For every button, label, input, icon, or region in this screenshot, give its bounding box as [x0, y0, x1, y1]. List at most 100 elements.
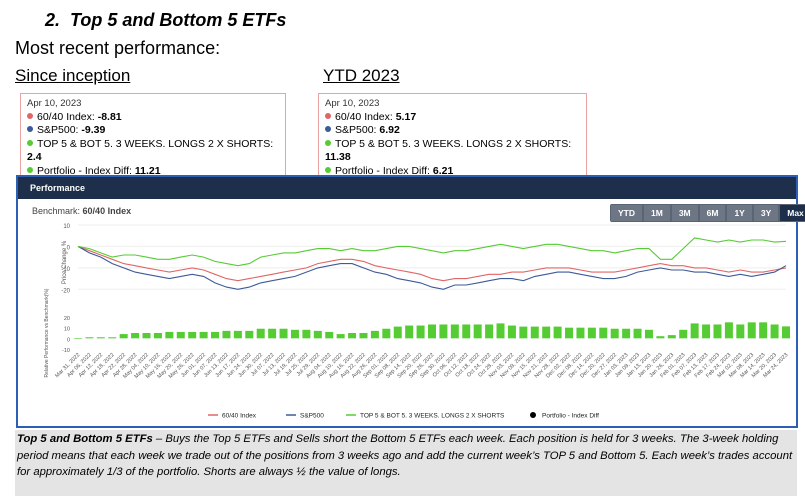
- diff-bar: [462, 324, 471, 339]
- diff-bar: [382, 328, 391, 339]
- series-line-2: [77, 237, 787, 267]
- label-since-inception: Since inception: [15, 66, 131, 85]
- lower-y-tick-label: 0: [67, 337, 70, 343]
- diff-bar: [713, 324, 722, 339]
- label-ytd: YTD 2023: [323, 66, 400, 85]
- tooltip-row-label: Portfolio - Index Diff:: [37, 164, 135, 177]
- range-button-1m[interactable]: 1M: [644, 205, 670, 221]
- range-button-1y[interactable]: 1Y: [727, 205, 752, 221]
- diff-bar: [188, 331, 197, 339]
- diff-bar: [359, 333, 368, 339]
- tooltip-row-value: 6.21: [432, 164, 454, 177]
- section-heading: 2. Top 5 and Bottom 5 ETFs: [45, 10, 286, 31]
- diff-bar: [428, 324, 436, 339]
- range-button-3m[interactable]: 3M: [671, 205, 698, 221]
- diff-bar: [131, 333, 140, 339]
- diff-bar: [736, 324, 745, 339]
- diff-bar: [416, 325, 425, 339]
- diff-bar: [599, 327, 608, 339]
- legend-dot-icon: [325, 139, 331, 146]
- diff-bar: [485, 324, 494, 339]
- lower-y-tick-label: -10: [62, 348, 70, 354]
- range-button-3y[interactable]: 3Y: [753, 205, 779, 221]
- diff-bar: [370, 330, 379, 339]
- legend-swatch: [530, 412, 536, 418]
- diff-bar: [507, 325, 516, 339]
- diff-bar: [268, 328, 277, 339]
- caption-box: Top 5 and Bottom 5 ETFs – Buys the Top 5…: [15, 430, 797, 496]
- tooltip-date: Apr 10, 2023: [325, 98, 380, 109]
- tooltip-row: S&P500: -9.39: [27, 124, 279, 138]
- tooltip-row-label: TOP 5 & BOT 5. 3 WEEKS. LONGS 2 X SHORTS…: [335, 137, 572, 150]
- diff-bar: [633, 328, 642, 339]
- range-button-max[interactable]: Max: [780, 205, 805, 221]
- tooltip-row-label: TOP 5 & BOT 5. 3 WEEKS. LONGS 2 X SHORTS…: [37, 137, 274, 150]
- tooltip-row: TOP 5 & BOT 5. 3 WEEKS. LONGS 2 X SHORTS…: [325, 138, 580, 165]
- legend-label: Portfolio - Index Diff: [542, 413, 599, 420]
- diff-bar: [142, 333, 151, 339]
- diff-bar: [759, 322, 768, 339]
- diff-bar: [656, 336, 665, 339]
- tooltip-row-label: 60/40 Index:: [335, 110, 396, 123]
- diff-bar: [336, 334, 345, 339]
- lower-y-tick-label: 20: [64, 316, 70, 322]
- tooltip-row: Portfolio - Index Diff: 6.21: [325, 165, 580, 179]
- diff-bar: [553, 326, 562, 339]
- diff-bar: [622, 328, 631, 339]
- diff-bar: [565, 327, 574, 339]
- y-tick-label: -10: [61, 267, 70, 273]
- performance-chart[interactable]: 10 0 -10 -20 Price Change % 20 10 0 -10 Relative …: [18, 177, 796, 426]
- diff-bar: [302, 329, 311, 339]
- diff-bar: [644, 329, 653, 339]
- section-title: Top 5 and Bottom 5 ETFs: [70, 10, 287, 30]
- diff-bar: [702, 324, 711, 339]
- diff-bar: [119, 334, 128, 339]
- panel-header: Performance: [18, 177, 796, 199]
- lower-y-tick-label: 10: [64, 327, 70, 333]
- legend-dot-icon: [27, 166, 33, 173]
- diff-bar: [782, 326, 790, 339]
- tooltip-row-value: -9.39: [81, 124, 106, 137]
- diff-bar: [610, 328, 619, 339]
- diff-bar: [724, 322, 733, 339]
- diff-bar: [405, 325, 414, 339]
- y-tick-label: 10: [63, 224, 70, 230]
- tooltip-ytd: Apr 10, 2023 60/40 Index: 5.17 S&P500: 6…: [318, 93, 587, 183]
- tooltip-row-value: 11.38: [325, 151, 351, 164]
- range-button-ytd[interactable]: YTD: [611, 205, 642, 221]
- diff-bar: [325, 331, 334, 339]
- diff-bar: [690, 323, 699, 339]
- diff-bar: [587, 327, 596, 339]
- diff-bar: [199, 331, 208, 339]
- diff-bar: [96, 337, 105, 339]
- legend-dot-icon: [325, 112, 331, 119]
- tooltip-row-value: 5.17: [395, 110, 417, 123]
- diff-bar: [530, 326, 539, 339]
- legend-label: S&P500: [300, 413, 324, 420]
- legend-dot-icon: [27, 139, 33, 146]
- diff-bar: [256, 328, 265, 339]
- diff-bar: [576, 327, 585, 339]
- tooltip-row-label: S&P500:: [37, 124, 82, 137]
- tooltip-row: 60/40 Index: -8.81: [27, 111, 279, 125]
- section-number: 2.: [45, 10, 61, 30]
- tooltip-since-inception: Apr 10, 2023 60/40 Index: -8.81 S&P500: …: [20, 93, 286, 183]
- tooltip-row: S&P500: 6.92: [325, 124, 580, 138]
- tooltip-row-value: 6.92: [379, 124, 400, 137]
- diff-bar: [473, 324, 482, 339]
- tooltip-row: 60/40 Index: 5.17: [325, 111, 580, 125]
- tooltip-row-label: S&P500:: [335, 124, 380, 137]
- tooltip-row-label: 60/40 Index:: [37, 110, 98, 123]
- tooltip-date: Apr 10, 2023: [27, 98, 82, 109]
- diff-bar: [211, 331, 220, 339]
- diff-bar: [519, 326, 528, 339]
- diff-bar: [496, 323, 505, 339]
- tooltip-row: Portfolio - Index Diff: 11.21: [27, 165, 279, 179]
- range-button-6m[interactable]: 6M: [699, 205, 726, 221]
- benchmark-value[interactable]: 60/40 Index: [82, 206, 132, 216]
- diff-bar: [747, 322, 756, 339]
- tooltip-row-label: Portfolio - Index Diff:: [335, 164, 433, 177]
- y-axis-label: Price Change %: [62, 240, 68, 284]
- benchmark-label: Benchmark: 60/40 Index: [32, 206, 131, 216]
- diff-bar: [108, 337, 117, 339]
